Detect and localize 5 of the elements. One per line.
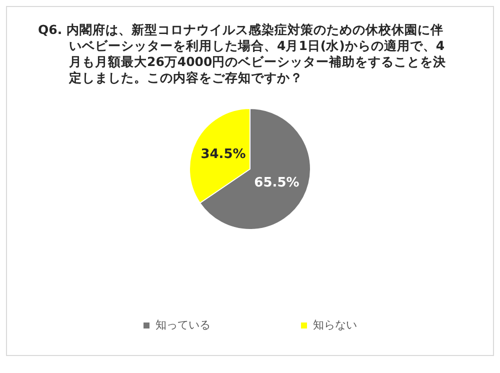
- chart-title: Q6. 内閣府は、新型コロナウイルス感染症対策のための休校休園に伴いベビーシッターを利用した場合、4月1日(水)からの適用で、4月も月額最大26万4000円のベビーシッター補助をすることを決定しました。この内容をご存知ですか？: [38, 22, 447, 86]
- legend-label: 知っている: [156, 318, 210, 332]
- data-label: 34.5%: [200, 147, 246, 162]
- data-label: 65.5%: [254, 176, 300, 191]
- legend-label: 知らない: [313, 318, 357, 332]
